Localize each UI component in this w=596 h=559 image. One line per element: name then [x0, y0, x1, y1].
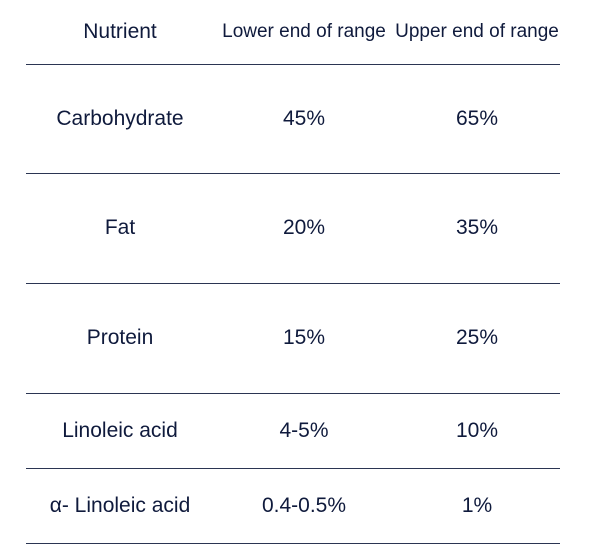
table-row: α- Linoleic acid 0.4-0.5% 1%	[26, 469, 560, 544]
nutrient-cell: Carbohydrate	[56, 106, 184, 130]
table-row: Linoleic acid 4-5% 10%	[26, 394, 560, 469]
nutrient-cell: Fat	[104, 216, 136, 240]
upper-value-cell: 10%	[455, 418, 499, 442]
nutrient-range-table: Nutrient Lower end of range Upper end of…	[26, 0, 560, 544]
lower-value-cell: 0.4-0.5%	[261, 493, 347, 517]
header-nutrient: Nutrient	[83, 19, 157, 43]
table-row: Fat 20% 35%	[26, 174, 560, 284]
header-upper-end: Upper end of range	[395, 21, 559, 43]
lower-value-cell: 45%	[282, 106, 326, 130]
upper-value-cell: 1%	[461, 493, 493, 517]
upper-value-cell: 35%	[455, 216, 499, 240]
table-row: Protein 15% 25%	[26, 284, 560, 394]
lower-value-cell: 20%	[282, 216, 326, 240]
nutrient-cell: Protein	[86, 326, 154, 350]
table-header-row: Nutrient Lower end of range Upper end of…	[26, 0, 560, 65]
table-row: Carbohydrate 45% 65%	[26, 65, 560, 174]
upper-value-cell: 65%	[455, 106, 499, 130]
nutrient-cell: α- Linoleic acid	[49, 493, 191, 517]
lower-value-cell: 4-5%	[279, 418, 329, 442]
lower-value-cell: 15%	[282, 326, 326, 350]
nutrient-cell: Linoleic acid	[62, 418, 178, 442]
header-lower-end: Lower end of range	[222, 21, 386, 43]
upper-value-cell: 25%	[455, 326, 499, 350]
